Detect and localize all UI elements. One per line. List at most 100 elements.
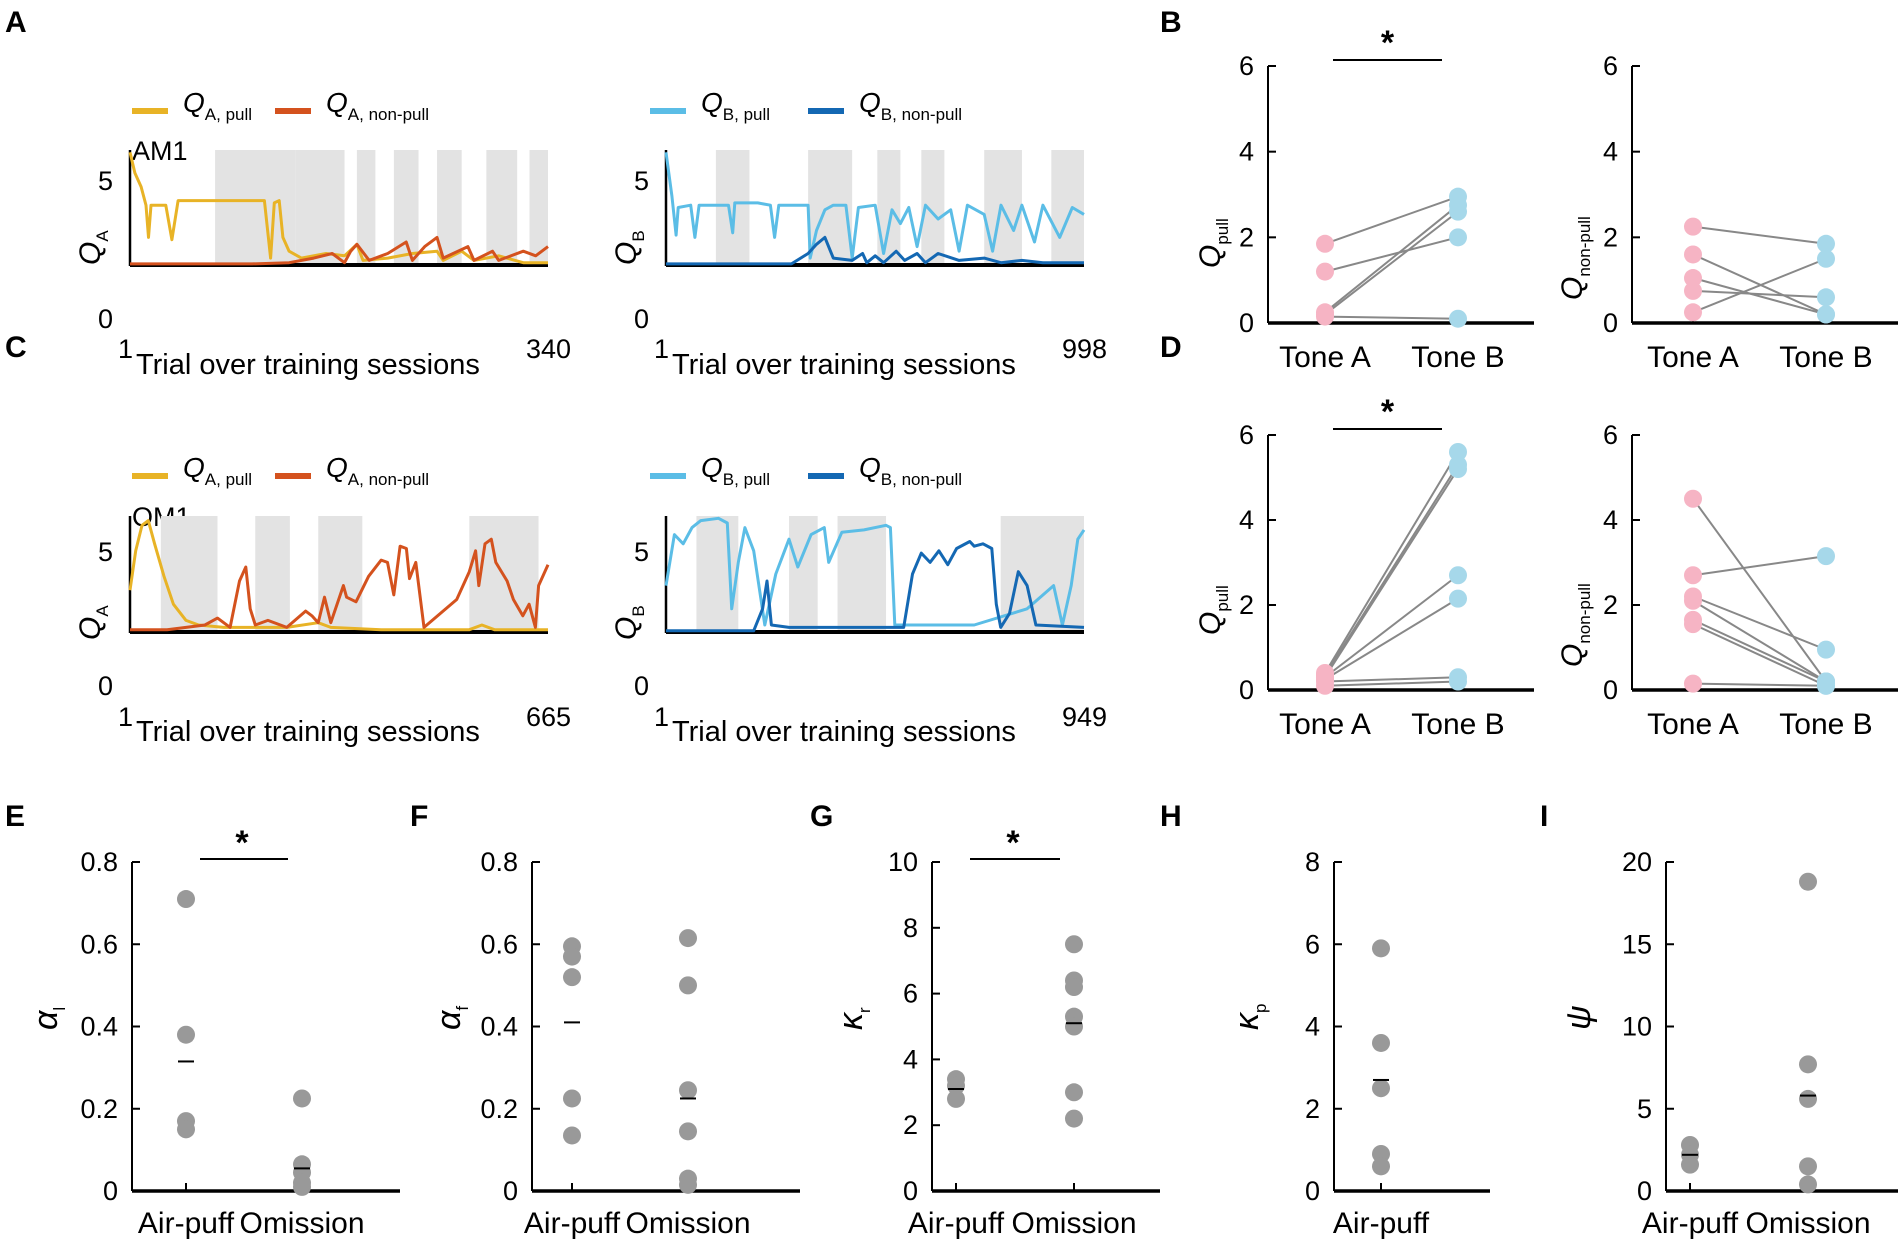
tone-b-point <box>1449 460 1467 478</box>
y-tick-label: 0 <box>1305 1176 1320 1206</box>
pair-line <box>1692 225 1827 245</box>
data-point <box>1372 1157 1390 1176</box>
x-tick-label: Tone B <box>1779 708 1872 741</box>
panel-label-a: A <box>5 6 27 39</box>
pair-line <box>1324 204 1459 314</box>
pair-line <box>1324 680 1459 687</box>
y-tick-label: 4 <box>1239 505 1254 535</box>
y-tick-label: 2 <box>1603 590 1618 620</box>
ylabel-qnonpull: Qnon-pull <box>1556 583 1594 667</box>
legend-qb-pull: QB, pull <box>701 87 770 124</box>
ab-text: Qpull Qnon-pull Qpull Qnon-pull <box>1194 216 1594 667</box>
ylabel-alpha-f: αf <box>430 1006 472 1030</box>
ylabel-qpull: Qpull <box>1194 218 1232 268</box>
xtick-end: 949 <box>1062 702 1107 732</box>
xlabel: Trial over training sessions <box>136 716 480 748</box>
plot-b-right: 0 2 4 6 Tone A Tone B <box>1603 51 1898 374</box>
data-point <box>1372 939 1390 958</box>
session-block <box>160 516 218 632</box>
y-tick-label: 10 <box>888 847 918 877</box>
data-point <box>177 1025 195 1044</box>
y-tick-label: 6 <box>1603 420 1618 450</box>
xlabel: Trial over training sessions <box>136 349 480 381</box>
y-tick-label: 4 <box>903 1044 918 1074</box>
legend-qb-nonpull: QB, non-pull <box>859 452 962 489</box>
y-tick-label: 0 <box>1637 1176 1652 1206</box>
data-point <box>563 1126 581 1145</box>
series-line-q-b-pull <box>664 516 1086 627</box>
time-series-layer <box>128 150 1086 634</box>
y-tick-label: 0 <box>1603 308 1618 338</box>
xtick-start: 1 <box>118 334 133 364</box>
tone-a-point <box>1316 262 1334 281</box>
tone-b-point <box>1449 202 1467 221</box>
legend-a: QA, pull QA, non-pull QB, pull QB, non-p… <box>132 87 962 124</box>
legend-qb-nonpull: QB, non-pull <box>859 87 962 124</box>
session-block <box>715 150 750 265</box>
tone-b-point <box>1817 676 1835 695</box>
tone-b-point <box>1817 640 1835 659</box>
y-tick-label: 4 <box>1603 505 1618 535</box>
session-block <box>529 150 548 265</box>
pair-line <box>1324 676 1459 683</box>
y-tick-label: 2 <box>903 1110 918 1140</box>
xtick-start: 1 <box>654 702 669 732</box>
tone-b-point <box>1449 566 1467 585</box>
x-tick-label: Tone B <box>1779 341 1872 374</box>
data-point <box>947 1076 965 1095</box>
data-point <box>293 1089 311 1108</box>
tone-a-point <box>1316 307 1334 326</box>
data-point <box>177 1120 195 1139</box>
plot-d-right: 0 2 4 6 Tone A Tone B <box>1603 420 1898 741</box>
y-tick-label: 6 <box>1239 420 1254 450</box>
tone-a-point <box>1316 234 1334 253</box>
data-point <box>1799 872 1817 891</box>
data-point <box>1065 978 1083 997</box>
ylabel-qb: QB <box>610 605 648 640</box>
y-tick-label: 6 <box>903 979 918 1009</box>
significance-star: * <box>1381 24 1395 62</box>
significance-star: * <box>1006 824 1020 862</box>
pair-line <box>1324 315 1459 320</box>
panel-label-i: I <box>1540 800 1548 833</box>
legend-qa-pull: QA, pull <box>183 87 252 124</box>
ytick-0: 0 <box>98 304 113 334</box>
x-tick-label: Air-puff <box>524 1207 621 1240</box>
x-tick-label: Air-puff <box>908 1207 1005 1240</box>
series-line-q-b-pull <box>664 152 1085 260</box>
y-tick-label: 2 <box>1239 590 1254 620</box>
data-point <box>679 976 697 995</box>
y-tick-label: 0.4 <box>480 1012 518 1042</box>
session-block <box>486 150 518 265</box>
tone-a-point <box>1684 303 1702 322</box>
x-tick-label: Tone A <box>1647 341 1739 374</box>
tone-b-point <box>1817 547 1835 566</box>
tone-panels-layer: 0 2 4 6 Tone A Tone B * 0 2 4 6 Tone A Tone B 0 2 4 6 Ton… <box>1239 24 1898 741</box>
session-block <box>356 150 376 265</box>
y-tick-label: 5 <box>1637 1094 1652 1124</box>
xtick-end: 998 <box>1062 334 1107 364</box>
x-tick-label: Omission <box>625 1207 750 1240</box>
data-point <box>1065 1083 1083 1102</box>
y-tick-label: 0 <box>1603 675 1618 705</box>
tone-a-point <box>1684 269 1702 288</box>
legend-c: QA, pull QA, non-pull QB, pull QB, non-p… <box>132 452 962 489</box>
data-point <box>563 968 581 987</box>
pair-line <box>1692 498 1827 683</box>
session-block <box>215 150 296 265</box>
session-block <box>318 516 363 632</box>
ytick-0: 0 <box>634 671 649 701</box>
y-tick-label: 8 <box>903 913 918 943</box>
data-point <box>679 1122 697 1141</box>
pair-line <box>1692 682 1827 687</box>
y-tick-label: 0.6 <box>480 929 518 959</box>
plot-e: 0 0.2 0.4 0.6 0.8 Air-puff Omission * <box>80 824 400 1240</box>
xtick-end: 665 <box>526 702 571 732</box>
significance-star: * <box>235 824 249 862</box>
plot-d-left: 0 2 4 6 Tone A Tone B * <box>1239 393 1534 741</box>
x-tick-label: Air-puff <box>1333 1207 1430 1240</box>
y-tick-label: 0 <box>103 1176 118 1206</box>
legend-qb-pull: QB, pull <box>701 452 770 489</box>
tone-a-point <box>1684 615 1702 634</box>
plot-b-left: 0 2 4 6 Tone A Tone B * <box>1239 24 1534 374</box>
